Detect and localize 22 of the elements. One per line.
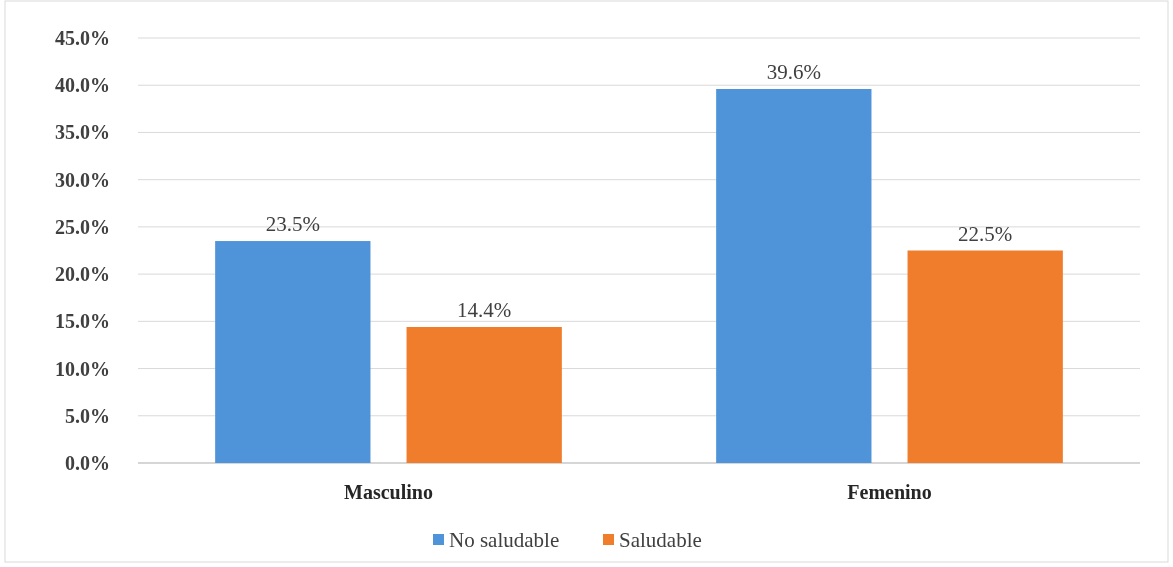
y-tick-label: 5.0% — [65, 404, 110, 427]
y-tick-label: 10.0% — [55, 357, 110, 380]
bar — [907, 250, 1063, 463]
data-label: 14.4% — [457, 298, 512, 322]
data-label: 23.5% — [265, 212, 320, 237]
y-tick-label: 0.0% — [65, 452, 110, 474]
legend-label: Saludable — [619, 528, 702, 553]
y-tick-label: 40.0% — [55, 74, 110, 97]
y-tick-label: 45.0% — [55, 27, 110, 49]
legend-label: No saludable — [449, 528, 560, 553]
y-tick-label: 20.0% — [55, 263, 110, 286]
y-tick-label: 15.0% — [55, 310, 110, 333]
x-tick-label: Femenino — [847, 481, 932, 503]
bar — [215, 241, 371, 463]
y-tick-label: 30.0% — [55, 168, 110, 191]
data-label: 22.5% — [958, 221, 1013, 246]
bar — [406, 327, 562, 463]
x-tick-label: Masculino — [344, 481, 433, 503]
data-label: 39.6% — [766, 60, 821, 84]
bar — [716, 89, 872, 463]
y-tick-label: 25.0% — [55, 215, 110, 238]
y-tick-label: 35.0% — [55, 121, 110, 144]
